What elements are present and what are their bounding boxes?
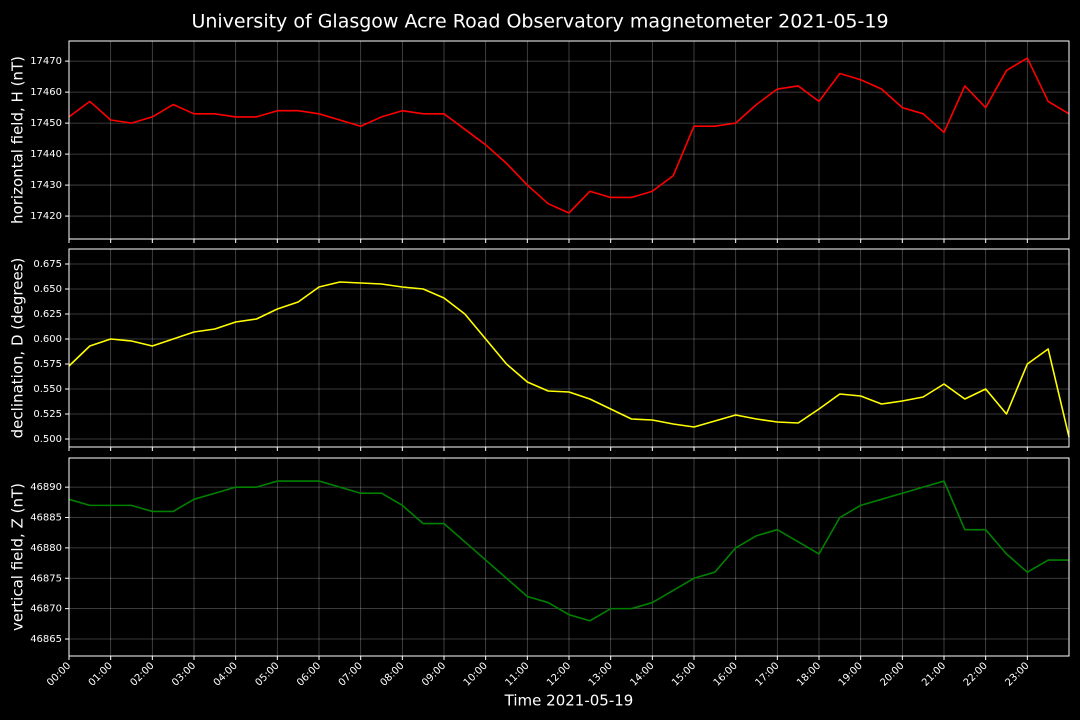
y-tick-label: 17450 — [30, 118, 62, 129]
x-tick-label: 23:00 — [1003, 660, 1031, 688]
plot-frame — [68, 40, 1070, 240]
y-tick-label: 46880 — [30, 543, 62, 554]
x-tick-label: 04:00 — [212, 660, 240, 688]
y-tick-label: 46875 — [30, 573, 62, 584]
y-axis-label: horizontal field, H (nT) — [9, 56, 27, 224]
x-tick-label: 10:00 — [462, 660, 490, 688]
y-tick-label: 0.675 — [33, 259, 62, 270]
x-tick-label: 09:00 — [420, 660, 448, 688]
y-axis-label: vertical field, Z (nT) — [9, 483, 27, 631]
y-tick-label: 0.625 — [33, 309, 62, 320]
y-tick-label: 17470 — [30, 56, 62, 67]
data-line — [68, 281, 1070, 438]
y-tick-label: 46885 — [30, 513, 62, 524]
x-tick-label: 05:00 — [253, 660, 281, 688]
y-tick-label: 17440 — [30, 149, 62, 160]
y-tick-label: 46890 — [30, 482, 62, 493]
y-axis-label: declination, D (degrees) — [9, 258, 27, 439]
x-tick-label: 15:00 — [670, 660, 698, 688]
y-tick-label: 0.500 — [33, 434, 62, 445]
x-tick-label: 11:00 — [503, 660, 531, 688]
y-tick-label: 0.575 — [33, 359, 62, 370]
x-tick-label: 12:00 — [545, 660, 573, 688]
y-tick-label: 0.650 — [33, 284, 62, 295]
x-tick-label: 20:00 — [878, 660, 906, 688]
x-tick-label: 01:00 — [87, 660, 115, 688]
x-tick-label: 16:00 — [712, 660, 740, 688]
x-tick-label: 00:00 — [45, 660, 73, 688]
x-axis-label: Time 2021-05-19 — [504, 692, 634, 710]
x-tick-label: 18:00 — [795, 660, 823, 688]
x-tick-label: 07:00 — [337, 660, 365, 688]
y-tick-label: 46865 — [30, 634, 62, 645]
data-line — [68, 57, 1070, 214]
x-tick-label: 02:00 — [128, 660, 156, 688]
x-tick-label: 17:00 — [753, 660, 781, 688]
plot-frame — [68, 457, 1070, 657]
y-tick-label: 0.550 — [33, 384, 62, 395]
x-tick-label: 13:00 — [587, 660, 615, 688]
x-tick-label: 19:00 — [837, 660, 865, 688]
x-tick-label: 03:00 — [170, 660, 198, 688]
data-line — [68, 480, 1069, 622]
x-tick-label: 21:00 — [920, 660, 948, 688]
x-tick-label: 14:00 — [628, 660, 656, 688]
y-tick-label: 17420 — [30, 211, 62, 222]
y-tick-label: 17430 — [30, 180, 62, 191]
y-tick-label: 46870 — [30, 604, 62, 615]
x-tick-label: 06:00 — [295, 660, 323, 688]
x-tick-label: 22:00 — [962, 660, 990, 688]
y-tick-label: 0.525 — [33, 409, 62, 420]
figure-title: University of Glasgow Acre Road Observat… — [191, 11, 888, 33]
y-tick-label: 17460 — [30, 87, 62, 98]
y-tick-label: 0.600 — [33, 334, 62, 345]
x-tick-label: 08:00 — [378, 660, 406, 688]
plot-frame — [68, 248, 1070, 448]
